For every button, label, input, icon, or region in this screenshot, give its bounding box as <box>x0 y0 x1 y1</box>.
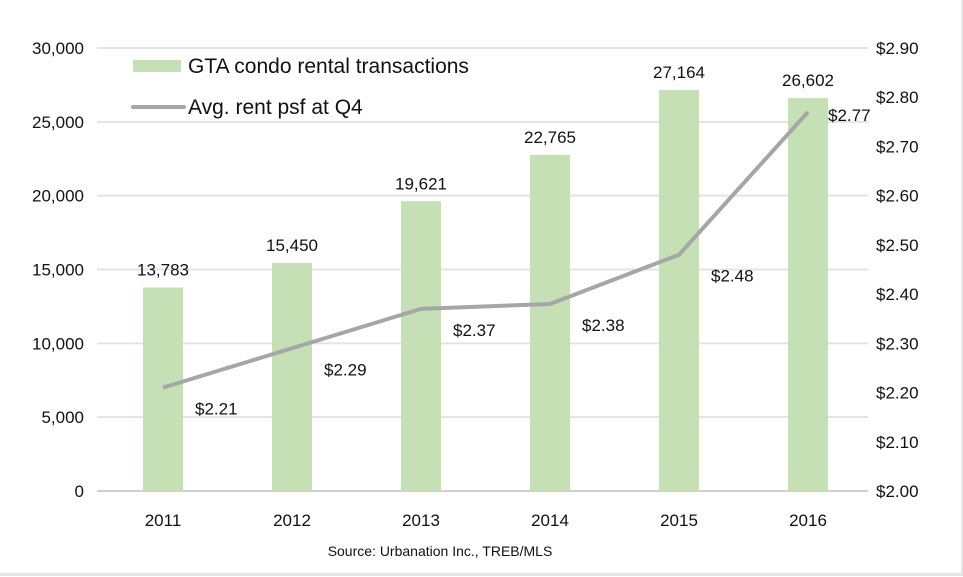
right-tick-label: $2.70 <box>876 137 919 156</box>
left-tick-label: 0 <box>75 482 84 501</box>
left-tick-label: 5,000 <box>41 408 84 427</box>
bar-2014 <box>530 154 570 491</box>
line-value-label: $2.77 <box>828 106 871 125</box>
left-tick-label: 25,000 <box>32 113 84 132</box>
x-tick-label: 2016 <box>789 511 827 530</box>
x-tick-label: 2011 <box>145 511 182 530</box>
rent-line <box>162 110 810 390</box>
right-tick-label: $2.00 <box>876 482 919 501</box>
right-tick-label: $2.90 <box>876 39 919 58</box>
legend-swatch-bar <box>133 60 181 72</box>
left-tick-label: 20,000 <box>32 187 84 206</box>
left-tick-label: 15,000 <box>32 261 84 280</box>
right-tick-label: $2.10 <box>876 433 919 452</box>
bar-value-label: 22,765 <box>524 128 576 147</box>
bar-2013 <box>401 201 441 491</box>
left-tick-label: 30,000 <box>32 39 84 58</box>
right-tick-label: $2.80 <box>876 88 919 107</box>
x-tick-label: 2014 <box>531 511 569 530</box>
right-tick-label: $2.60 <box>876 187 919 206</box>
legend: GTA condo rental transactions Avg. rent … <box>131 55 469 119</box>
bar-value-label: 27,164 <box>653 63 705 82</box>
right-tick-label: $2.40 <box>876 285 919 304</box>
line-value-label: $2.29 <box>324 360 367 379</box>
source-note: Source: Urbanation Inc., TREB/MLS <box>328 543 553 559</box>
axes: 0 5,000 10,000 15,000 20,000 25,000 30,000 $2.0… <box>32 39 919 530</box>
x-tick-label: 2015 <box>660 511 698 530</box>
right-tick-label: $2.20 <box>876 384 919 403</box>
data-labels: 13,783 15,450 19,621 22,765 27,164 26,602 $2.2… <box>137 63 871 419</box>
gridlines <box>97 47 868 492</box>
bar-2012 <box>272 262 312 491</box>
line-value-label: $2.38 <box>582 316 625 335</box>
bar-2011 <box>143 287 183 491</box>
bar-value-label: 15,450 <box>266 236 318 255</box>
bar-2015 <box>659 89 699 491</box>
bar-value-label: 19,621 <box>395 174 447 193</box>
line-value-label: $2.48 <box>711 267 754 286</box>
line-value-label: $2.21 <box>195 400 238 419</box>
line-series <box>162 110 810 390</box>
legend-label-line: Avg. rent psf at Q4 <box>188 96 363 119</box>
bar-value-label: 26,602 <box>782 71 834 90</box>
right-tick-label: $2.50 <box>876 236 919 255</box>
bar-value-label: 13,783 <box>137 260 189 279</box>
left-tick-label: 10,000 <box>32 334 84 353</box>
bars <box>143 89 828 492</box>
line-value-label: $2.37 <box>453 321 496 340</box>
right-tick-label: $2.30 <box>876 334 919 353</box>
x-tick-label: 2013 <box>402 511 440 530</box>
legend-label-bar: GTA condo rental transactions <box>188 55 469 78</box>
bar-2016 <box>788 98 828 492</box>
x-tick-label: 2012 <box>273 511 311 530</box>
